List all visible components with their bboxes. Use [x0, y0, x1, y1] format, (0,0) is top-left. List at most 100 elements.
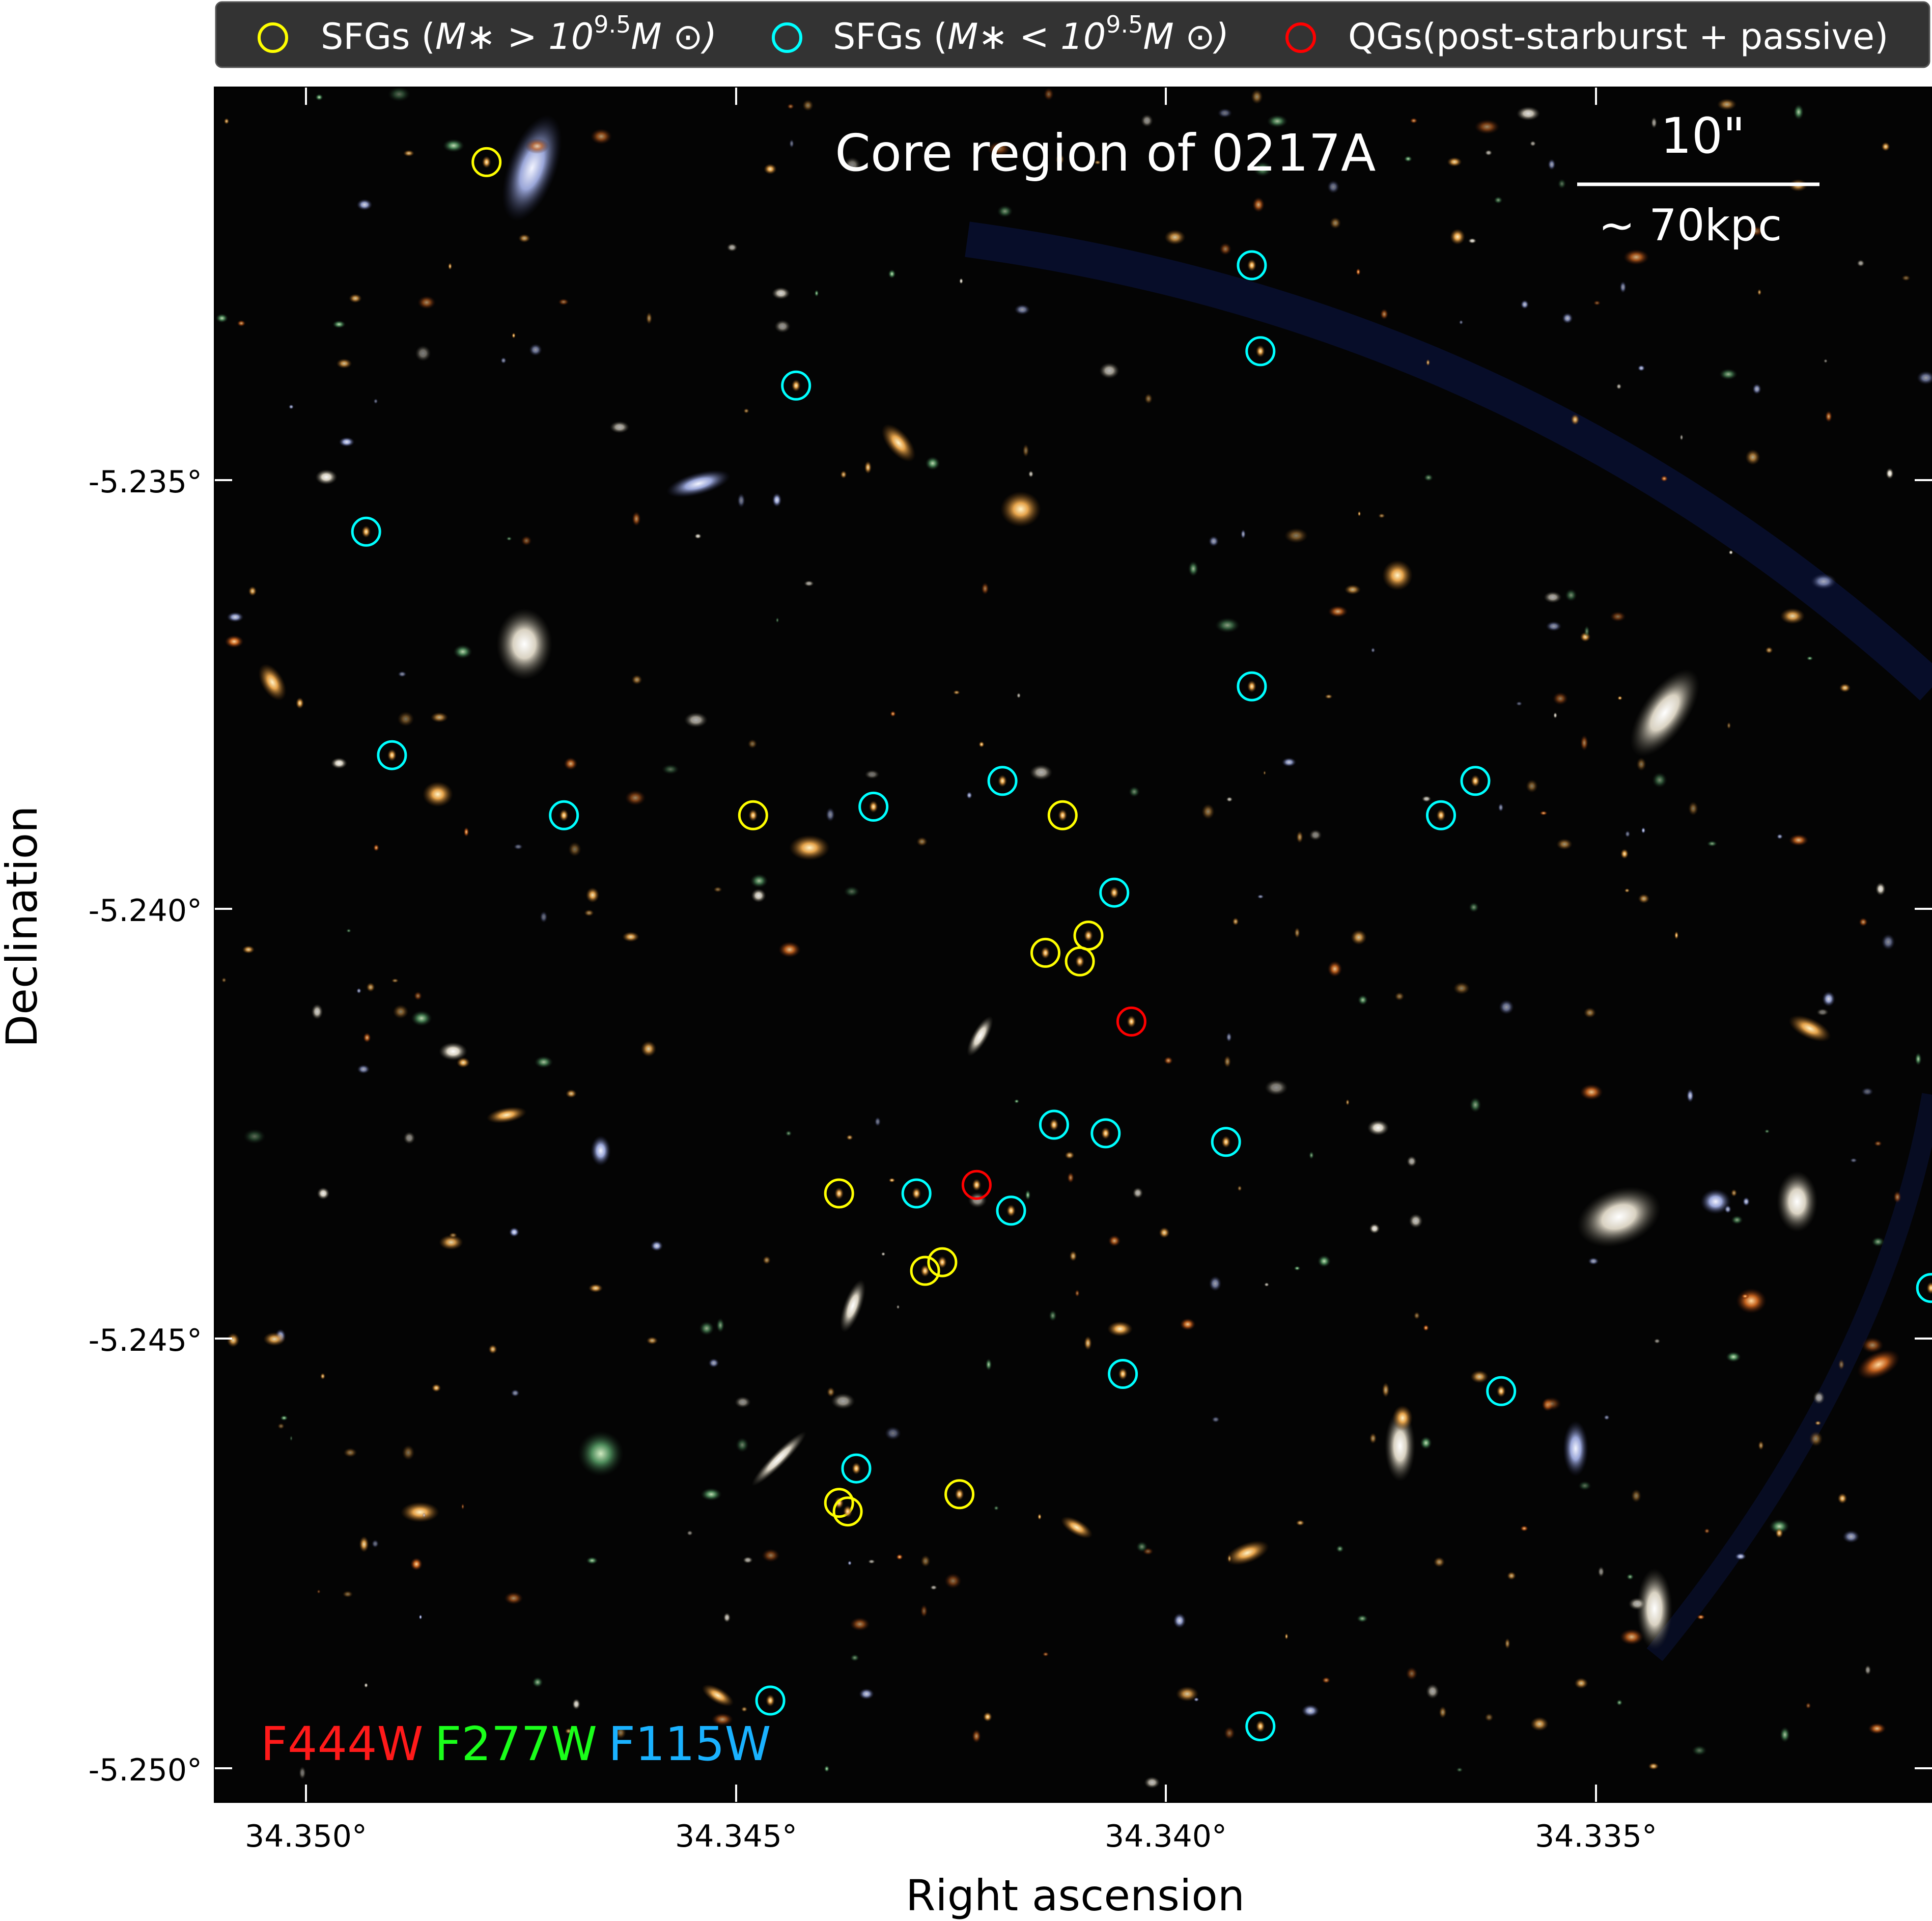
faint-source — [588, 1284, 603, 1293]
faint-source — [1468, 902, 1479, 913]
sfg-low-mass-marker — [841, 1453, 872, 1484]
faint-source — [684, 712, 708, 728]
faint-source — [1423, 1324, 1429, 1331]
faint-source — [1498, 803, 1504, 812]
faint-source — [1604, 1414, 1610, 1421]
faint-source — [1140, 114, 1154, 127]
faint-source — [1548, 158, 1556, 171]
faint-source — [403, 1131, 415, 1145]
faint-source — [1837, 1493, 1847, 1504]
faint-source — [532, 1677, 543, 1688]
faint-source — [1624, 888, 1630, 893]
faint-source — [568, 842, 581, 857]
marked-galaxy — [482, 156, 491, 169]
marked-galaxy — [1006, 1204, 1016, 1217]
faint-source — [1901, 275, 1911, 281]
faint-source — [1136, 1541, 1148, 1552]
faint-source — [650, 1240, 663, 1251]
faint-source — [410, 1557, 423, 1571]
faint-source — [1857, 260, 1865, 267]
faint-source — [1094, 160, 1101, 165]
faint-source — [315, 94, 323, 101]
faint-source — [243, 1129, 266, 1144]
sfg-low-mass-marker — [1108, 1359, 1138, 1389]
faint-source — [713, 886, 722, 893]
marked-galaxy — [361, 525, 371, 538]
faint-source — [1223, 1055, 1231, 1068]
faint-source — [1868, 1722, 1886, 1735]
faint-source — [1317, 1255, 1331, 1268]
faint-source — [1822, 991, 1835, 1007]
quiescent-galaxy-marker — [961, 1170, 992, 1200]
faint-source — [987, 141, 1011, 156]
faint-source — [1839, 683, 1851, 692]
faint-source — [925, 456, 940, 470]
faint-source — [1296, 831, 1303, 843]
galaxy — [258, 663, 287, 701]
faint-source — [453, 645, 472, 659]
faint-source — [1704, 1528, 1710, 1534]
faint-source — [1730, 1189, 1738, 1197]
x-tick-label: 34.340° — [1105, 1819, 1227, 1854]
faint-source — [850, 1617, 870, 1631]
faint-source — [1357, 511, 1361, 517]
faint-source — [953, 690, 960, 695]
faint-source — [1810, 573, 1837, 590]
marked-galaxy — [972, 1179, 982, 1191]
faint-source — [525, 138, 549, 154]
faint-source — [504, 1592, 523, 1605]
faint-source — [1329, 217, 1341, 229]
marked-galaxy — [559, 809, 569, 822]
sfg-low-mass-marker — [351, 516, 381, 547]
faint-source — [1188, 561, 1199, 577]
faint-source — [1697, 1614, 1705, 1620]
legend-label-sfg-low-math: M∗ < 10 — [947, 16, 1106, 58]
galaxy — [1857, 1349, 1900, 1380]
faint-source — [227, 1332, 240, 1348]
faint-source — [997, 205, 1013, 218]
galaxy — [702, 1684, 734, 1707]
faint-source — [1459, 320, 1464, 325]
scale-bar: 10" ~ 70kpc — [1577, 107, 1819, 251]
faint-source — [632, 511, 641, 526]
sfg-high-mass-marker — [824, 1488, 854, 1518]
faint-source — [363, 1033, 371, 1043]
faint-source — [1208, 536, 1219, 547]
faint-source — [1409, 1213, 1423, 1229]
faint-source — [1226, 1032, 1232, 1042]
faint-source — [1809, 1431, 1823, 1446]
faint-source — [896, 1304, 900, 1310]
legend-entry-sfg-high: SFGs (M∗ > 109.5M ⊙) — [258, 11, 717, 58]
faint-source — [1728, 550, 1733, 555]
marked-galaxy — [1084, 929, 1093, 942]
legend: SFGs (M∗ > 109.5M ⊙) SFGs (M∗ < 109.5M ⊙… — [215, 1, 1930, 68]
faint-source — [1726, 1351, 1741, 1362]
faint-source — [622, 931, 639, 942]
faint-source — [888, 269, 896, 279]
galaxy — [1000, 491, 1041, 527]
faint-source — [1631, 1489, 1642, 1503]
faint-source — [844, 157, 861, 173]
marked-galaxy — [766, 1694, 775, 1707]
faint-source — [1706, 841, 1718, 847]
faint-source — [413, 991, 423, 1000]
sfg-low-mass-marker — [755, 1685, 786, 1716]
faint-source — [1688, 801, 1698, 816]
faint-source — [1370, 647, 1376, 653]
faint-source — [789, 139, 794, 148]
galaxy — [839, 1279, 866, 1333]
faint-source — [1776, 833, 1783, 840]
galaxy — [1777, 1171, 1817, 1232]
y-tick-label: -5.240° — [89, 893, 202, 929]
faint-source — [356, 988, 361, 994]
marked-galaxy — [852, 1462, 861, 1475]
sfg-high-mass-marker — [738, 800, 768, 830]
faint-source — [1516, 701, 1523, 706]
faint-source — [1251, 89, 1263, 104]
faint-source — [1357, 994, 1368, 1006]
faint-source — [1469, 1097, 1481, 1113]
faint-source — [1175, 1686, 1199, 1702]
faint-source — [1049, 1310, 1057, 1322]
faint-source — [1529, 141, 1536, 147]
faint-source — [750, 874, 768, 888]
